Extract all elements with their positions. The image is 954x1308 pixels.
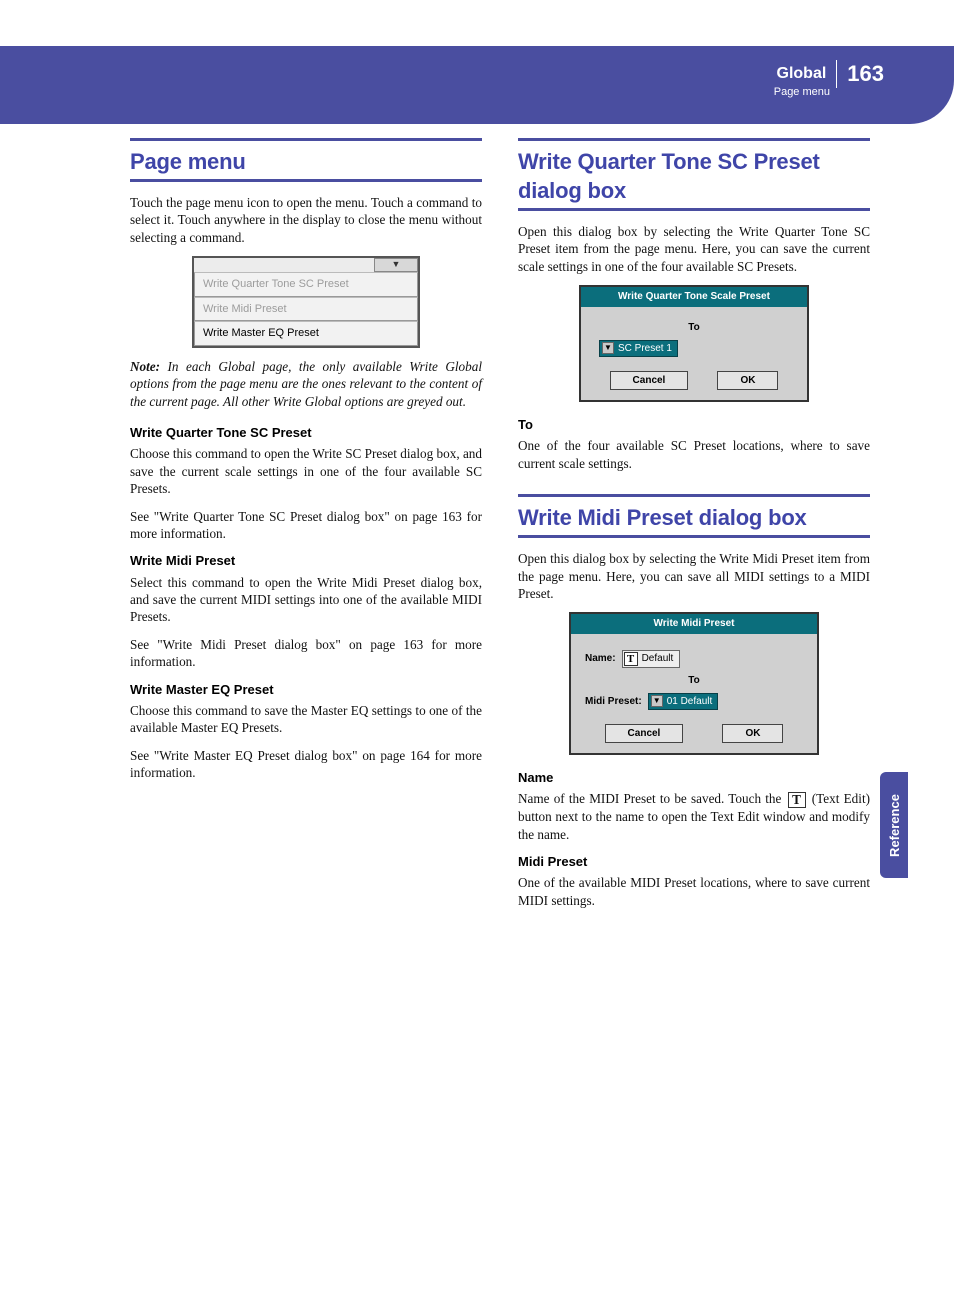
combo-value: 01 Default — [667, 695, 713, 708]
sc-preset-combo[interactable]: ▼ SC Preset 1 — [599, 340, 678, 357]
p: See "Write Master EQ Preset dialog box" … — [130, 747, 482, 782]
name-field[interactable]: T Default — [622, 650, 681, 668]
section-title-qt-sc-dialog: Write Quarter Tone SC Preset dialog box — [518, 147, 870, 205]
p: Choose this command to save the Master E… — [130, 702, 482, 737]
p-name: Name of the MIDI Preset to be saved. Tou… — [518, 790, 870, 843]
note-text: Note: In each Global page, the only avai… — [130, 358, 482, 410]
dialog-to-label: To — [585, 674, 803, 687]
section-title-page-menu: Page menu — [130, 147, 482, 176]
name-value: Default — [642, 652, 674, 665]
page-columns: Page menu Touch the page menu icon to op… — [130, 138, 870, 931]
right-column: Write Quarter Tone SC Preset dialog box … — [518, 138, 870, 931]
menu-item-write-qt-sc[interactable]: Write Quarter Tone SC Preset — [194, 272, 418, 297]
side-tab-label: Reference — [887, 794, 902, 857]
intro-text: Touch the page menu icon to open the men… — [130, 194, 482, 246]
note-body: In each Global page, the only available … — [130, 359, 482, 409]
cancel-button[interactable]: Cancel — [605, 724, 684, 743]
menu-dropdown-icon[interactable]: ▼ — [374, 258, 418, 272]
p: Select this command to open the Write Mi… — [130, 574, 482, 626]
sub-midi-preset: Midi Preset — [518, 853, 870, 870]
chevron-down-icon: ▼ — [602, 342, 614, 354]
p: See "Write Midi Preset dialog box" on pa… — [130, 636, 482, 671]
sub-write-midi: Write Midi Preset — [130, 552, 482, 569]
sub-to: To — [518, 416, 870, 433]
dialog-title: Write Quarter Tone Scale Preset — [581, 287, 807, 306]
chevron-down-icon: ▼ — [651, 695, 663, 707]
dialog-qt-sc-preset: Write Quarter Tone Scale Preset To ▼ SC … — [579, 285, 809, 402]
sub-write-master-eq: Write Master EQ Preset — [130, 681, 482, 698]
header-text: Global 163 Page menu — [774, 60, 884, 98]
p: One of the available MIDI Preset locatio… — [518, 874, 870, 909]
ok-button[interactable]: OK — [717, 371, 778, 390]
header-page-number: 163 — [847, 61, 884, 87]
page-header: Global 163 Page menu — [0, 46, 954, 124]
rule — [518, 535, 870, 538]
menu-item-write-midi[interactable]: Write Midi Preset — [194, 297, 418, 322]
rule — [130, 179, 482, 182]
dialog-midi-preset: Write Midi Preset Name: T Default To Mid… — [569, 612, 819, 755]
sub-name: Name — [518, 769, 870, 786]
dialog-title: Write Midi Preset — [571, 614, 817, 633]
sub-write-qt-sc: Write Quarter Tone SC Preset — [130, 424, 482, 441]
rule — [518, 208, 870, 211]
side-tab-reference: Reference — [880, 772, 908, 878]
name-label: Name: — [585, 652, 616, 665]
text-edit-icon: T — [788, 792, 806, 808]
p: Open this dialog box by selecting the Wr… — [518, 550, 870, 602]
note-label: Note: — [130, 359, 160, 374]
rule — [130, 138, 482, 141]
combo-value: SC Preset 1 — [618, 342, 672, 355]
p: See "Write Quarter Tone SC Preset dialog… — [130, 508, 482, 543]
cancel-button[interactable]: Cancel — [610, 371, 689, 390]
text-edit-icon[interactable]: T — [624, 652, 638, 666]
section-title-midi-dialog: Write Midi Preset dialog box — [518, 503, 870, 532]
p: Choose this command to open the Write SC… — [130, 445, 482, 497]
midi-preset-combo[interactable]: ▼ 01 Default — [648, 693, 719, 710]
header-subtitle: Page menu — [774, 86, 830, 98]
header-divider — [836, 60, 837, 88]
header-section: Global — [777, 65, 827, 83]
menu-tab: ▼ — [194, 258, 418, 272]
rule — [518, 138, 870, 141]
midi-preset-label: Midi Preset: — [585, 695, 642, 708]
page-menu-screenshot: ▼ Write Quarter Tone SC Preset Write Mid… — [192, 256, 420, 348]
p: One of the four available SC Preset loca… — [518, 437, 870, 472]
p: Open this dialog box by selecting the Wr… — [518, 223, 870, 275]
ok-button[interactable]: OK — [722, 724, 783, 743]
txt: Name of the MIDI Preset to be saved. Tou… — [518, 791, 786, 806]
dialog-to-label: To — [595, 321, 793, 334]
left-column: Page menu Touch the page menu icon to op… — [130, 138, 482, 931]
rule — [518, 494, 870, 497]
menu-item-write-master-eq[interactable]: Write Master EQ Preset — [194, 321, 418, 346]
